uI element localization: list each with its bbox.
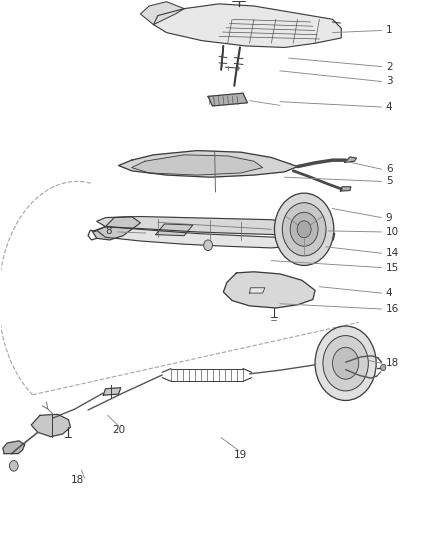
Polygon shape [92,216,141,240]
Text: 16: 16 [386,304,399,314]
Text: 8: 8 [106,226,112,236]
Polygon shape [119,151,297,177]
Polygon shape [340,187,351,191]
Text: 19: 19 [234,450,247,460]
Text: 4: 4 [386,288,392,298]
Polygon shape [250,288,265,293]
Circle shape [283,203,326,256]
Polygon shape [141,2,184,25]
Text: 18: 18 [71,475,84,485]
Polygon shape [3,441,25,454]
Circle shape [204,240,212,251]
Circle shape [275,193,334,265]
Text: 1: 1 [386,26,392,36]
Polygon shape [103,387,121,395]
Circle shape [332,348,359,379]
Polygon shape [323,233,335,240]
Polygon shape [155,224,193,236]
Circle shape [323,336,368,391]
Polygon shape [31,414,71,437]
Polygon shape [223,272,315,308]
Circle shape [315,326,376,400]
Text: 18: 18 [386,358,399,368]
Polygon shape [97,216,306,236]
Text: 3: 3 [386,77,392,86]
Polygon shape [153,4,341,47]
Text: 14: 14 [386,248,399,258]
Text: 10: 10 [386,227,399,237]
Circle shape [290,212,318,246]
Text: 20: 20 [112,425,125,435]
Polygon shape [345,157,357,163]
Circle shape [381,365,386,370]
Circle shape [297,221,311,238]
Text: 5: 5 [386,176,392,187]
Text: 2: 2 [386,62,392,71]
Text: 6: 6 [386,164,392,174]
Polygon shape [208,93,247,106]
Circle shape [10,461,18,471]
Text: 4: 4 [386,102,392,112]
Polygon shape [97,227,315,248]
Polygon shape [132,155,263,175]
Text: 9: 9 [386,213,392,223]
Text: 15: 15 [386,263,399,272]
